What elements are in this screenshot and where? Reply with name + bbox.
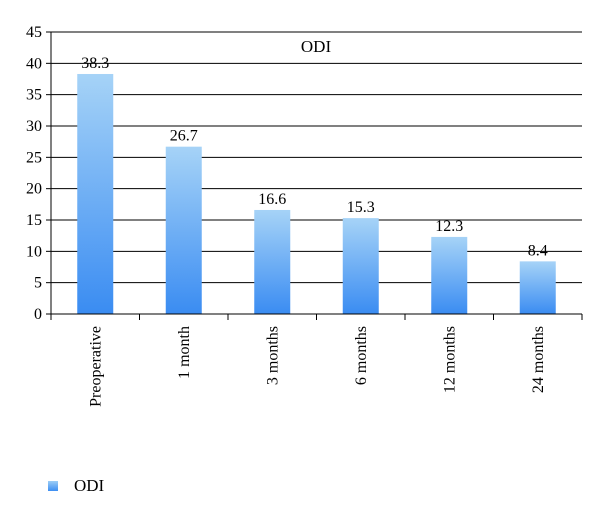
- y-tick-label: 35: [26, 87, 42, 104]
- bar: [77, 73, 114, 314]
- legend-swatch: [48, 481, 58, 491]
- gridlines: [51, 31, 582, 284]
- legend: ODI: [48, 476, 104, 496]
- bar: [254, 209, 291, 314]
- data-label: 12.3: [435, 218, 463, 235]
- legend-label: ODI: [74, 476, 105, 495]
- y-tick-label: 10: [26, 243, 42, 260]
- bars: [77, 73, 556, 314]
- category-label: 24 months: [530, 326, 547, 393]
- bar: [519, 261, 556, 314]
- y-tick-label: 5: [34, 275, 42, 292]
- bar: [431, 236, 468, 314]
- data-label: 26.7: [170, 128, 198, 145]
- bar: [342, 218, 379, 314]
- data-label: 15.3: [347, 199, 375, 216]
- bar: [165, 146, 202, 314]
- category-label: 12 months: [441, 326, 458, 393]
- axes: 0 5 10 15 20 25 30 35 40 45: [26, 24, 583, 323]
- category-label: 3 months: [264, 326, 281, 385]
- data-label: 8.4: [528, 242, 548, 259]
- y-tick-label: 45: [26, 24, 42, 41]
- y-tick-label: 30: [26, 118, 42, 135]
- y-tick-label: 20: [26, 181, 42, 198]
- y-tick-label: 25: [26, 149, 42, 166]
- y-tick-label: 15: [26, 212, 42, 229]
- category-label: 6 months: [353, 326, 370, 385]
- labels: 38.3 Preoperative 26.7 1 month 16.6 3 months 1…: [81, 37, 548, 407]
- category-label: Preoperative: [87, 326, 104, 407]
- bar-chart: 0 5 10 15 20 25 30 35 40 45 38.3 Preoperative 26.7 1…: [26, 24, 583, 407]
- data-label: 16.6: [258, 191, 286, 208]
- y-tick-label: 0: [34, 306, 42, 323]
- category-label: 1 month: [176, 326, 193, 379]
- data-label: 38.3: [81, 55, 109, 72]
- chart-title: ODI: [301, 37, 332, 56]
- y-tick-label: 40: [26, 55, 42, 72]
